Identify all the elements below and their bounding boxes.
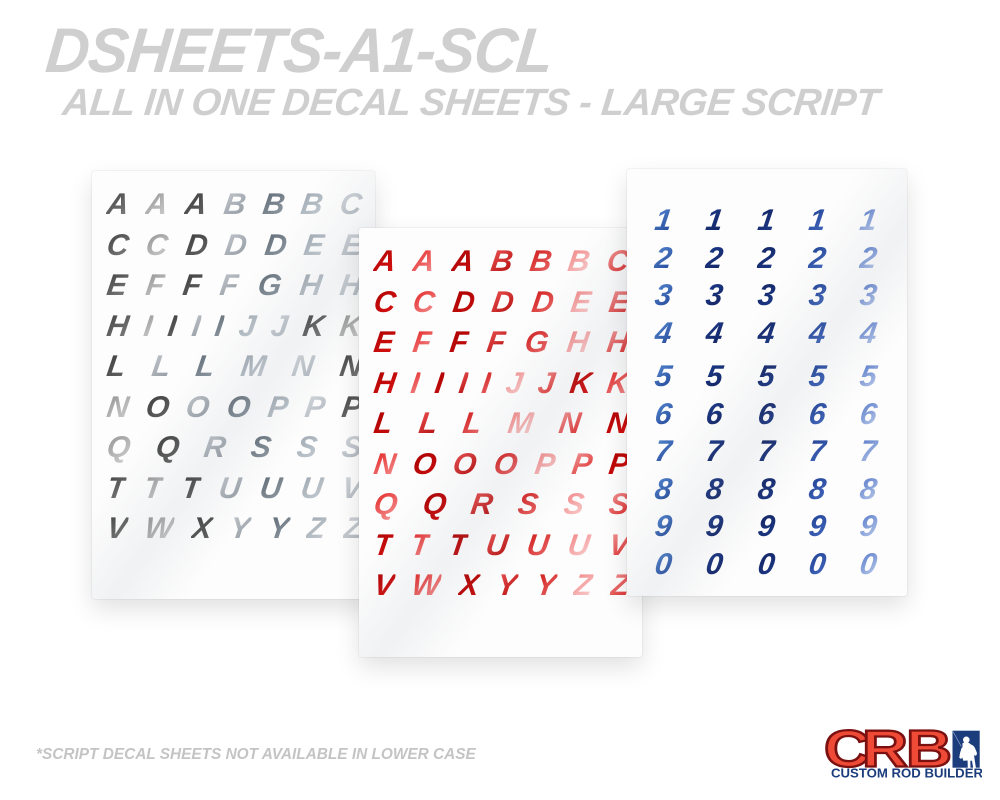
svg-text:CUSTOM ROD BUILDER: CUSTOM ROD BUILDER	[831, 766, 982, 781]
